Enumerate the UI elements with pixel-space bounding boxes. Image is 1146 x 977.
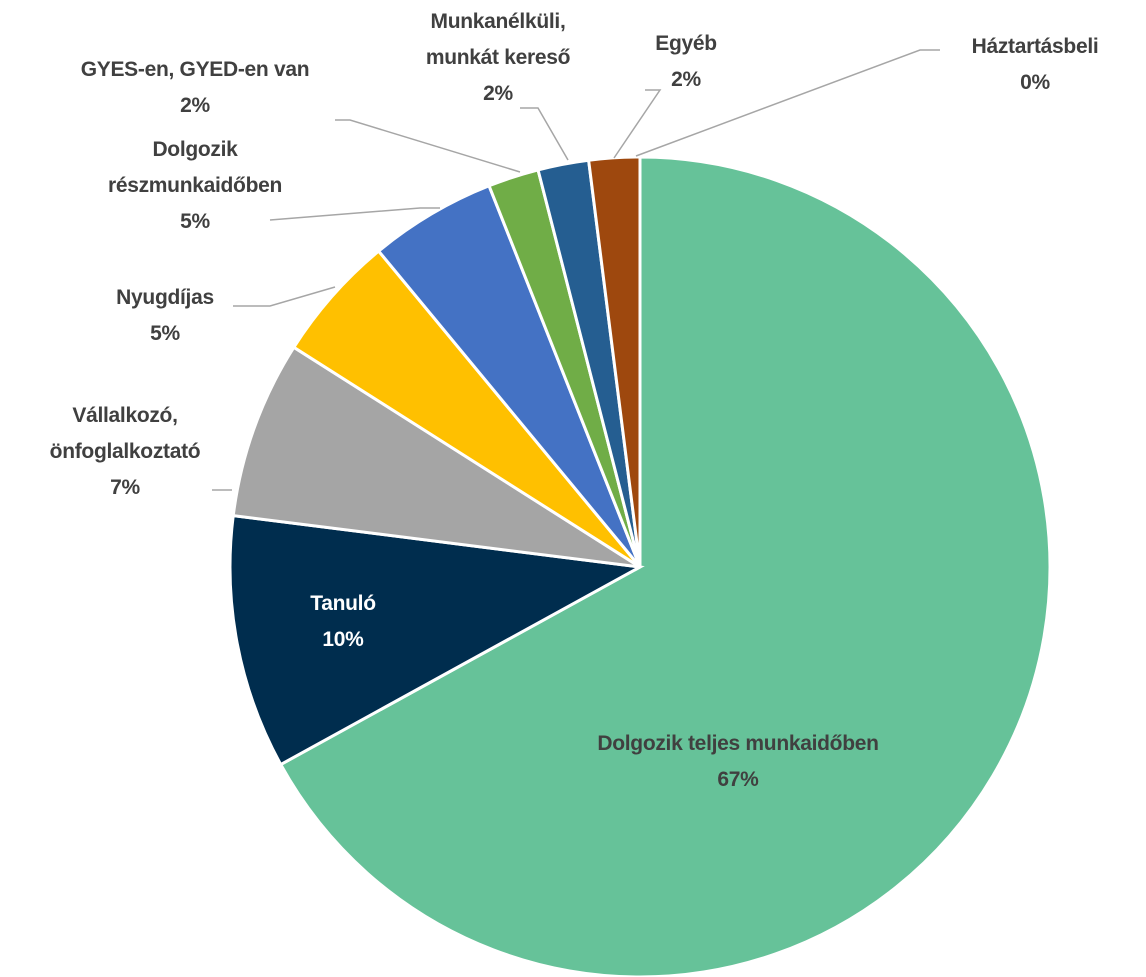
leader-line — [335, 119, 521, 173]
value-label: 67% — [717, 768, 759, 791]
category-name: Munkanélküli, munkát kereső — [425, 10, 571, 69]
value-label: 0% — [1020, 71, 1050, 94]
category-name: Dolgozik részmunkaidőben — [107, 138, 283, 197]
data-label: Tanuló 10% — [283, 586, 403, 658]
value-label: 2% — [180, 94, 210, 117]
category-name: Tanuló — [310, 592, 376, 615]
pie-slice — [278, 155, 1052, 977]
data-label: GYES-en, GYED-en van 2% — [30, 52, 360, 124]
category-name: Háztartásbeli — [971, 35, 1099, 58]
data-label: Dolgozik teljes munkaidőben 67% — [528, 726, 948, 798]
value-label: 2% — [671, 68, 701, 91]
data-label: Nyugdíjas 5% — [90, 280, 240, 352]
value-label: 5% — [180, 210, 210, 233]
leader-line — [613, 89, 662, 159]
value-label: 5% — [150, 322, 180, 345]
category-name: Vállalkozó, önfoglalkoztató — [49, 404, 201, 463]
value-label: 2% — [483, 82, 513, 105]
category-name: Nyugdíjas — [116, 286, 214, 309]
data-label: Dolgozik részmunkaidőben 5% — [75, 132, 315, 240]
leader-line — [233, 286, 336, 307]
category-name: GYES-en, GYED-en van — [80, 58, 310, 81]
leader-line — [269, 207, 440, 221]
data-label: Háztartásbeli 0% — [945, 29, 1125, 101]
data-label: Vállalkozó, önfoglalkoztató 7% — [18, 398, 233, 506]
pie-slice — [228, 513, 645, 767]
category-name: Egyéb — [655, 32, 717, 55]
category-name: Dolgozik teljes munkaidőben — [597, 732, 879, 755]
leader-line — [635, 49, 940, 157]
value-label: 10% — [322, 628, 364, 651]
data-label: Egyéb 2% — [636, 26, 736, 98]
data-label: Munkanélküli, munkát kereső 2% — [398, 4, 598, 112]
leader-line — [520, 107, 569, 161]
value-label: 7% — [110, 476, 140, 499]
pie-slice — [231, 345, 641, 569]
